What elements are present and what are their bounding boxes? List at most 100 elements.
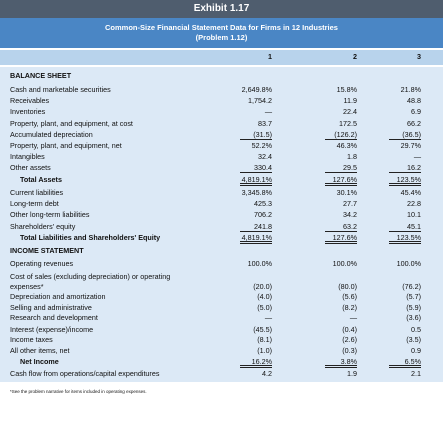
cell-value: (5.7) xyxy=(406,292,421,301)
cell-value: (76.2) xyxy=(402,282,421,291)
cell-value: 1,754.2 xyxy=(248,96,272,105)
section-header: INCOME STATEMENT xyxy=(10,246,84,255)
cell-value: (4.0) xyxy=(257,292,272,301)
column-header: 3 xyxy=(417,52,421,61)
cell-value: 46.3% xyxy=(336,141,357,150)
cell-value: 63.2 xyxy=(325,222,357,232)
row-label: Intangibles xyxy=(10,152,45,161)
cell-value: 22.8 xyxy=(407,199,421,208)
cell-value: 2.1 xyxy=(411,369,421,378)
row-label: Net Income xyxy=(20,357,59,366)
cell-value: 127.6% xyxy=(325,175,357,186)
cell-value: 706.2 xyxy=(254,210,272,219)
row-label: Inventories xyxy=(10,107,46,116)
row-label: Selling and administrative xyxy=(10,303,92,312)
cell-value: 127.6% xyxy=(325,233,357,244)
column-header-band xyxy=(0,50,443,65)
cell-value: (45.5) xyxy=(253,325,272,334)
cell-value: 30.1% xyxy=(336,188,357,197)
cell-value: 1.9 xyxy=(347,369,357,378)
cell-value: 0.5 xyxy=(411,325,421,334)
cell-value: 83.7 xyxy=(258,119,272,128)
cell-value: 100.0% xyxy=(247,259,272,268)
cell-value: 6.5% xyxy=(389,357,421,368)
cell-value: (0.4) xyxy=(342,325,357,334)
cell-value: (8.2) xyxy=(342,303,357,312)
footnote: *See the problem narrative for items inc… xyxy=(10,389,147,394)
row-label: Property, plant, and equipment, net xyxy=(10,141,122,150)
cell-value: 4,819.1% xyxy=(240,175,272,186)
cell-value: 0.9 xyxy=(411,346,421,355)
row-label: Cost of sales (excluding depreciation) o… xyxy=(10,272,171,291)
row-label: Current liabilities xyxy=(10,188,64,197)
cell-value: (80.0) xyxy=(338,282,357,291)
cell-value: 1.8 xyxy=(347,152,357,161)
column-header: 1 xyxy=(268,52,272,61)
title: Common-Size Financial Statement Data for… xyxy=(105,23,338,32)
table-body xyxy=(0,67,443,382)
cell-value: 29.7% xyxy=(400,141,421,150)
cell-value: — xyxy=(349,313,357,322)
cell-value: 425.3 xyxy=(254,199,272,208)
cell-value: (2.6) xyxy=(342,335,357,344)
exhibit-label: Exhibit 1.17 xyxy=(193,3,250,14)
cell-value: 6.9 xyxy=(411,107,421,116)
row-label: Other long-term liabilities xyxy=(10,210,90,219)
cell-value: (5.9) xyxy=(406,303,421,312)
column-header: 2 xyxy=(353,52,357,61)
row-label: Total Liabilities and Shareholders' Equi… xyxy=(20,233,161,242)
cell-value: 4,819.1% xyxy=(240,233,272,244)
row-label: Cash and marketable securities xyxy=(10,85,111,94)
row-label: Shareholders' equity xyxy=(10,222,76,231)
section-header: BALANCE SHEET xyxy=(10,71,72,80)
row-label: Depreciation and amortization xyxy=(10,292,106,301)
row-label: Accumulated depreciation xyxy=(10,130,93,139)
row-label: Other assets xyxy=(10,163,51,172)
cell-value: (0.3) xyxy=(342,346,357,355)
cell-value: (5.6) xyxy=(342,292,357,301)
cell-value: 66.2 xyxy=(407,119,421,128)
cell-value: 52.2% xyxy=(251,141,272,150)
exhibit-bar: Exhibit 1.17 xyxy=(0,0,443,18)
cell-value: 32.4 xyxy=(258,152,272,161)
row-label: Interest (expense)/income xyxy=(10,325,94,334)
cell-value: 45.1 xyxy=(389,222,421,232)
cell-value: 172.5 xyxy=(339,119,357,128)
cell-value: (8.1) xyxy=(257,335,272,344)
cell-value: 21.8% xyxy=(400,85,421,94)
cell-value: 34.2 xyxy=(343,210,357,219)
cell-value: 16.2 xyxy=(389,163,421,173)
cell-value: 330.4 xyxy=(240,163,272,173)
cell-value: 100.0% xyxy=(332,259,357,268)
cell-value: 29.5 xyxy=(325,163,357,173)
row-label: Operating revenues xyxy=(10,259,74,268)
row-label: Property, plant, and equipment, at cost xyxy=(10,119,133,128)
row-label: Research and development xyxy=(10,313,98,322)
cell-value: — xyxy=(264,313,272,322)
cell-value: — xyxy=(264,107,272,116)
cell-value: 27.7 xyxy=(343,199,357,208)
cell-value: 123.5% xyxy=(389,233,421,244)
row-label: Income taxes xyxy=(10,335,53,344)
cell-value: 241.8 xyxy=(240,222,272,232)
cell-value: 3.8% xyxy=(325,357,357,368)
cell-value: (1.0) xyxy=(257,346,272,355)
cell-value: 10.1 xyxy=(407,210,421,219)
row-label: Receivables xyxy=(10,96,50,105)
cell-value: 3,345.8% xyxy=(241,188,272,197)
cell-value: 123.5% xyxy=(389,175,421,186)
cell-value: 45.4% xyxy=(400,188,421,197)
title-band: Common-Size Financial Statement Data for… xyxy=(0,18,443,48)
row-label: All other items, net xyxy=(10,346,70,355)
cell-value: 11.9 xyxy=(343,96,357,105)
cell-value: 4.2 xyxy=(262,369,272,378)
cell-value: (36.5) xyxy=(389,130,421,140)
cell-value: 2,649.8% xyxy=(241,85,272,94)
row-label: Long-term debt xyxy=(10,199,59,208)
cell-value: 15.8% xyxy=(336,85,357,94)
cell-value: 48.8 xyxy=(407,96,421,105)
subtitle: (Problem 1.12) xyxy=(195,33,248,42)
cell-value: 16.2% xyxy=(240,357,272,368)
cell-value: 22.4 xyxy=(343,107,357,116)
